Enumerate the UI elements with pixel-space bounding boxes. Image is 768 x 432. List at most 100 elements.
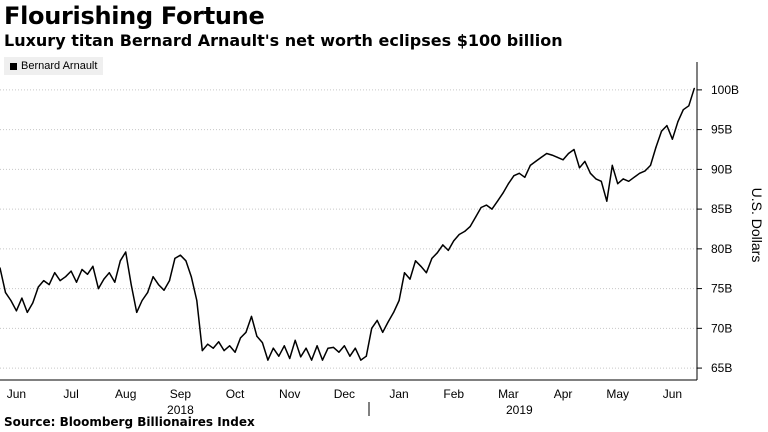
data-point [475, 216, 477, 218]
x-tick-label: Jan [389, 387, 408, 401]
x-tick-label: Aug [115, 387, 136, 401]
data-point [130, 284, 132, 286]
y-tick-label: 75B [711, 282, 732, 296]
data-point [48, 284, 50, 286]
data-point [633, 176, 635, 178]
data-point [136, 311, 138, 313]
data-point [518, 172, 520, 174]
data-point [420, 265, 422, 267]
x-tick-label: Jun [7, 387, 26, 401]
data-point [294, 339, 296, 341]
data-point [354, 347, 356, 349]
data-point [491, 208, 493, 210]
y-axis-label: U.S. Dollars [749, 188, 765, 263]
data-point [338, 351, 340, 353]
source-note: Source: Bloomberg Billionaires Index [4, 415, 255, 429]
data-point [32, 302, 34, 304]
data-point [311, 359, 313, 361]
data-point [59, 280, 61, 282]
y-tick-labels: 65B 70B 75B 80B 85B 90B 95B 100B [697, 83, 739, 375]
data-point [458, 233, 460, 236]
data-point [688, 105, 690, 107]
data-point [644, 170, 646, 172]
data-point [168, 280, 171, 282]
y-tick-label: 100B [711, 83, 739, 97]
data-point [567, 152, 570, 155]
data-point [414, 260, 417, 262]
data-point [316, 345, 318, 347]
x-tick-label: Apr [554, 387, 573, 401]
data-point [551, 154, 553, 156]
data-point [223, 350, 225, 352]
data-point [431, 257, 433, 259]
data-point [26, 311, 28, 313]
data-point [584, 160, 586, 162]
data-point [207, 343, 209, 345]
data-point [185, 260, 187, 262]
legend: Bernard Arnault [4, 57, 104, 75]
data-point [628, 180, 630, 182]
x-tick-label: Oct [226, 387, 245, 401]
data-point [453, 240, 455, 242]
data-point [595, 178, 597, 180]
data-point [201, 350, 203, 352]
x-tick-label: Jul [63, 387, 78, 401]
data-point [229, 345, 231, 347]
data-point [321, 359, 324, 361]
gridlines [0, 89, 697, 369]
data-point [469, 226, 471, 228]
data-point [496, 200, 499, 202]
data-point [502, 192, 504, 194]
x-tick-label: Feb [443, 387, 464, 401]
data-point [398, 299, 400, 302]
x-tick-label: Jun [663, 387, 682, 401]
y-tick-label: 85B [711, 202, 732, 216]
data-point [409, 278, 411, 280]
data-point [261, 342, 263, 344]
data-point [283, 345, 285, 347]
data-point [649, 164, 652, 166]
data-point [15, 310, 17, 312]
data-point [86, 273, 89, 275]
year-label: 2019 [506, 403, 533, 417]
data-point [343, 345, 345, 347]
legend-swatch [10, 62, 17, 70]
data-point [37, 286, 39, 288]
data-point [141, 299, 143, 302]
x-tick-labels: Jun Jul Aug Sep Oct Nov Dec Jan Feb Mar Apr May Jun [7, 387, 682, 401]
data-point [606, 200, 608, 202]
data-point [365, 355, 367, 357]
data-point [360, 359, 362, 361]
year-labels: 2018 2019 [167, 403, 533, 417]
x-tick-label: May [606, 387, 629, 401]
data-point [234, 351, 236, 353]
data-point [305, 347, 307, 349]
data-point [671, 138, 674, 140]
data-point [81, 268, 83, 271]
data-point [114, 281, 116, 283]
data-point [436, 252, 438, 254]
year-label: 2018 [167, 403, 194, 417]
data-point [693, 87, 695, 89]
data-point [119, 260, 121, 262]
data-point [327, 347, 329, 349]
y-tick-label: 80B [711, 242, 732, 256]
chart-title: Flourishing Fortune [4, 2, 265, 30]
data-point [212, 347, 214, 349]
series-line-bernard-arnault [0, 88, 696, 361]
data-point [70, 270, 72, 272]
data-point [349, 355, 351, 357]
data-point [239, 337, 242, 339]
data-point [250, 315, 253, 317]
data-point [573, 148, 575, 151]
data-point [196, 299, 198, 302]
data-point [507, 183, 509, 185]
data-point [190, 276, 192, 278]
y-tick-label: 65B [711, 361, 732, 375]
data-point [278, 355, 280, 357]
data-point [174, 257, 176, 259]
data-point [442, 244, 444, 246]
data-point [639, 172, 641, 174]
data-point [382, 331, 384, 333]
data-point [677, 121, 679, 123]
